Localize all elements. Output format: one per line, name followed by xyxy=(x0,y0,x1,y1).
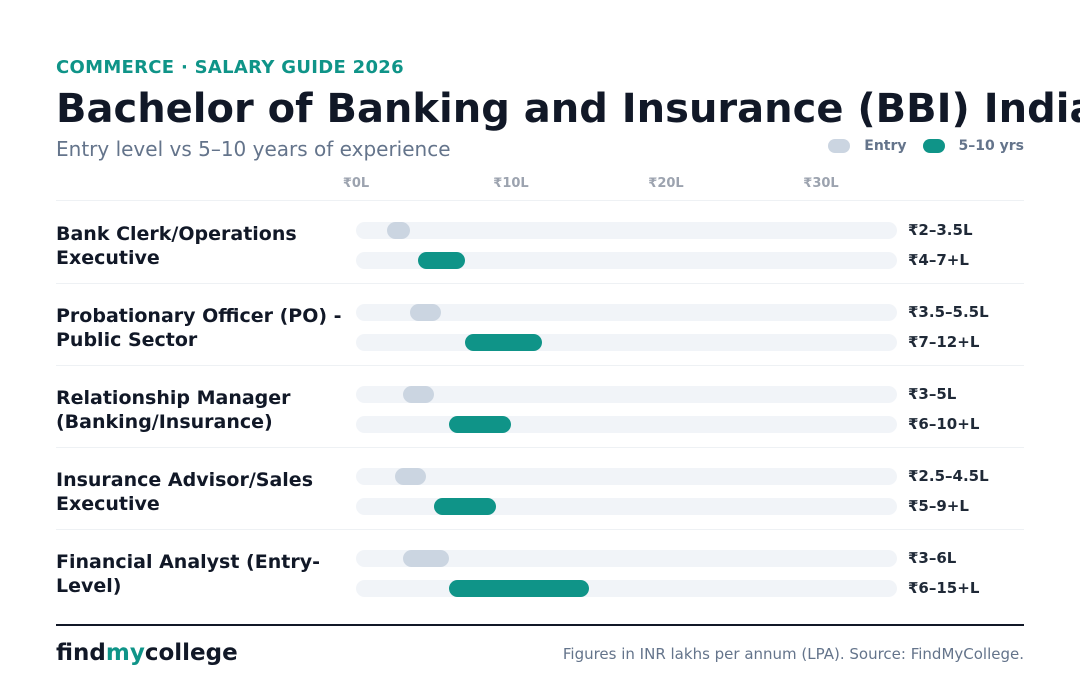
senior-range-bar xyxy=(464,334,542,351)
senior-track xyxy=(356,334,897,351)
senior-range-bar xyxy=(449,580,589,597)
senior-value-label: ₹5–9+L xyxy=(908,497,969,515)
senior-value-label: ₹6–15+L xyxy=(908,579,980,597)
eyebrow-label: COMMERCE · SALARY GUIDE 2026 xyxy=(56,57,404,78)
row-divider xyxy=(56,365,1024,366)
legend-swatch-entry xyxy=(828,139,851,153)
row-divider xyxy=(56,529,1024,530)
row-divider xyxy=(56,283,1024,284)
header-divider xyxy=(56,200,1024,201)
senior-range-bar xyxy=(418,252,465,269)
entry-track xyxy=(356,386,897,403)
senior-track xyxy=(356,416,897,433)
page-title: Bachelor of Banking and Insurance (BBI) … xyxy=(56,86,1080,132)
entry-track xyxy=(356,550,897,567)
brand-logo: findmycollege xyxy=(56,640,238,666)
senior-track xyxy=(356,252,897,269)
entry-range-bar xyxy=(394,468,426,485)
x-tick-label: ₹0L xyxy=(342,176,370,191)
senior-value-label: ₹7–12+L xyxy=(908,333,980,351)
legend-label-senior: 5–10 yrs xyxy=(958,138,1024,154)
entry-value-label: ₹3.5–5.5L xyxy=(908,303,989,321)
entry-track xyxy=(356,468,897,485)
source-note: Figures in INR lakhs per annum (LPA). So… xyxy=(562,645,1024,663)
senior-range-bar xyxy=(433,498,496,515)
entry-value-label: ₹3–5L xyxy=(908,385,957,403)
legend-swatch-senior xyxy=(922,139,945,153)
x-tick-label: ₹30L xyxy=(803,176,839,191)
chart-legend: Entry 5–10 yrs xyxy=(828,138,1024,154)
page-subtitle: Entry level vs 5–10 years of experience xyxy=(56,137,451,161)
senior-value-label: ₹6–10+L xyxy=(908,415,980,433)
row-label: Probationary Officer (PO) - Public Secto… xyxy=(56,305,342,351)
footer-divider xyxy=(56,624,1024,626)
entry-value-label: ₹3–6L xyxy=(908,549,957,567)
x-axis-ticks: ₹0L ₹10L ₹20L ₹30L xyxy=(0,176,1080,196)
row-label: Financial Analyst (Entry-Level) xyxy=(56,551,320,597)
row-label: Bank Clerk/Operations Executive xyxy=(56,223,297,269)
senior-value-label: ₹4–7+L xyxy=(908,251,969,269)
entry-value-label: ₹2.5–4.5L xyxy=(908,467,989,485)
row-label: Relationship Manager (Banking/Insurance) xyxy=(56,387,291,433)
x-tick-label: ₹10L xyxy=(493,176,529,191)
entry-range-bar xyxy=(402,550,449,567)
senior-track xyxy=(356,498,897,515)
legend-label-entry: Entry xyxy=(864,138,907,154)
row-label: Insurance Advisor/Sales Executive xyxy=(56,469,314,515)
entry-range-bar xyxy=(387,222,411,239)
entry-range-bar xyxy=(402,386,434,403)
entry-track xyxy=(356,304,897,321)
entry-track xyxy=(356,222,897,239)
entry-range-bar xyxy=(410,304,442,321)
senior-range-bar xyxy=(449,416,511,433)
x-tick-label: ₹20L xyxy=(648,176,684,191)
senior-track xyxy=(356,580,897,597)
row-divider xyxy=(56,447,1024,448)
entry-value-label: ₹2–3.5L xyxy=(908,221,973,239)
